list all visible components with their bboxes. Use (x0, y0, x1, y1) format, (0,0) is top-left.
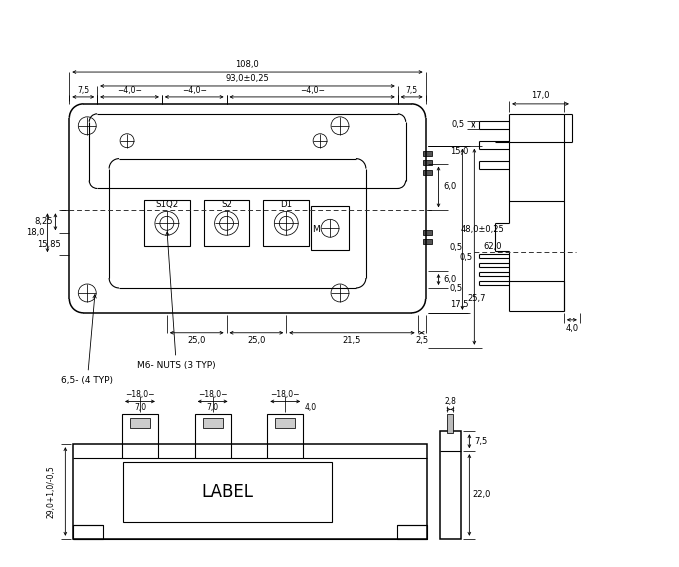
Bar (447, 414, 454, 433)
Text: 2,8: 2,8 (445, 397, 456, 406)
Bar (202, 418, 223, 428)
Bar (130, 418, 150, 428)
Bar (422, 159, 432, 164)
Text: LABEL: LABEL (202, 483, 253, 501)
Text: −18,0−: −18,0− (270, 390, 300, 399)
Bar (195, 414, 231, 458)
Text: −18,0−: −18,0− (125, 390, 155, 399)
Text: 25,7: 25,7 (467, 294, 486, 303)
Text: 6,0: 6,0 (444, 275, 457, 284)
Text: 2,5: 2,5 (415, 336, 428, 345)
Bar (73, 525, 103, 539)
Bar (422, 151, 432, 155)
Bar (422, 170, 432, 175)
Bar (122, 414, 158, 458)
Text: 6,5- (4 TYP): 6,5- (4 TYP) (61, 295, 113, 384)
Text: −4,0−: −4,0− (299, 86, 325, 95)
Text: −18,0−: −18,0− (198, 390, 227, 399)
Text: 7,5: 7,5 (405, 86, 418, 95)
Text: −4,0−: −4,0− (117, 86, 142, 95)
Text: M6- NUTS (3 TYP): M6- NUTS (3 TYP) (137, 232, 216, 370)
Text: 7,0: 7,0 (134, 403, 146, 412)
Text: 17,0: 17,0 (531, 91, 550, 100)
Text: 29,0+1,0/-0,5: 29,0+1,0/-0,5 (47, 465, 56, 518)
Text: 25,0: 25,0 (247, 336, 265, 345)
Text: 6,0: 6,0 (444, 183, 457, 192)
Text: 93,0±0,25: 93,0±0,25 (225, 74, 270, 83)
Text: 62,0: 62,0 (483, 242, 502, 251)
Text: 7,5: 7,5 (77, 86, 90, 95)
Text: 8,25: 8,25 (34, 217, 53, 226)
Text: 4,0: 4,0 (566, 324, 579, 333)
Text: 17,5: 17,5 (450, 301, 469, 310)
Bar (268, 414, 304, 458)
Text: D1: D1 (280, 200, 293, 209)
Text: 7,5: 7,5 (475, 437, 488, 446)
Bar (439, 431, 462, 539)
Text: 0,5: 0,5 (449, 285, 462, 294)
Text: 15,0: 15,0 (450, 147, 469, 156)
Text: 7,0: 7,0 (206, 403, 219, 412)
Text: 15,85: 15,85 (37, 240, 61, 249)
Text: S1Q2: S1Q2 (155, 200, 179, 209)
Bar (397, 525, 426, 539)
Text: 21,5: 21,5 (343, 336, 361, 345)
Bar (422, 230, 432, 235)
Bar (263, 200, 309, 246)
Bar (311, 206, 349, 250)
Text: −4,0−: −4,0− (182, 86, 206, 95)
Text: 25,0: 25,0 (187, 336, 206, 345)
Text: 0,5: 0,5 (449, 243, 462, 252)
Bar (275, 418, 295, 428)
Bar (73, 444, 426, 539)
Text: 0,5: 0,5 (460, 253, 473, 261)
Bar (144, 200, 189, 246)
Bar (123, 462, 332, 522)
Text: 48,0±0,25: 48,0±0,25 (460, 225, 504, 234)
Text: M: M (312, 225, 320, 234)
Text: 4,0: 4,0 (305, 403, 317, 412)
Text: S2: S2 (221, 200, 232, 209)
Text: 22,0: 22,0 (472, 490, 490, 500)
Bar (204, 200, 249, 246)
Bar (422, 239, 432, 244)
Text: 0,5: 0,5 (452, 120, 464, 129)
Text: 108,0: 108,0 (236, 60, 259, 69)
Text: 18,0: 18,0 (26, 229, 45, 237)
